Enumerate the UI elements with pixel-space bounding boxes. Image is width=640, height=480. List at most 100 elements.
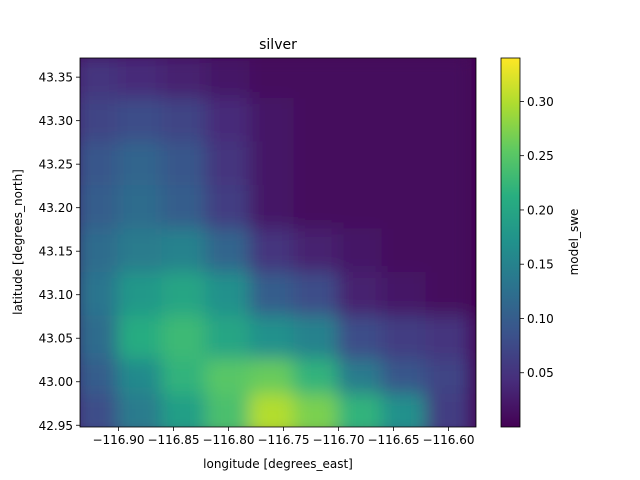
heatmap-cell [293,184,340,231]
heatmap-cell [337,58,384,100]
colorbar-tick-label: 0.15 [527,258,554,272]
colorbar-frame [500,57,521,428]
heatmap-cell [381,58,428,100]
heatmap-cell [425,97,472,144]
heatmap-cell [161,97,208,144]
y-tick-label: 43.30 [39,114,73,128]
heatmap-cell [161,315,208,361]
heatmap-cell [425,315,472,361]
heatmap-cell [205,315,252,361]
heatmap-cell [117,393,164,427]
y-axis: 42.95 43.00 43.05 43.10 43.15 43.20 43.25 43.30… [39,71,80,433]
y-tick-label: 43.25 [39,158,73,172]
heatmap-cell [80,58,120,100]
colorbar: 0.05 0.10 0.15 0.20 0.25 0.30 model_swe [500,57,581,428]
heatmap-cell [249,141,296,187]
heatmap-cell [80,141,120,187]
y-tick-label: 42.95 [39,419,73,433]
y-tick-label: 43.05 [39,332,73,346]
heatmap-cell [381,97,428,144]
heatmap-cell [117,271,164,318]
heatmap-cell [80,393,120,427]
plot-frame [79,57,477,428]
heatmap-cell [161,271,208,318]
y-axis-label: latitude [degrees_north] [11,169,25,315]
heatmap-cell [117,97,164,144]
heatmap-cell [425,184,472,231]
heatmap-cell [249,228,296,274]
heatmap-cell [249,58,296,100]
x-tick-label: −116.90 [92,433,144,447]
colorbar-tick-label: 0.10 [527,312,554,326]
heatmap-cell [293,97,340,144]
chart-title: silver [259,37,297,53]
heatmap-cell [425,393,472,427]
heatmap-cell [80,184,120,231]
colorbar-tick-label: 0.05 [527,366,554,380]
heatmap-cell [381,393,428,427]
heatmap-cell [293,141,340,187]
heatmap-cell [425,228,472,274]
heatmap-cell [205,184,252,231]
heatmap-cell [205,58,252,100]
heatmap-cell [381,271,428,318]
x-tick-label: −116.60 [422,433,474,447]
heatmap-cell [249,97,296,144]
heatmap-cell [381,315,428,361]
colorbar-label: model_swe [567,209,581,276]
y-tick-label: 43.15 [39,245,73,259]
heatmap-cell [249,393,296,427]
heatmap-cell [249,315,296,361]
heatmap-cell [117,228,164,274]
heatmap-cell [205,141,252,187]
heatmap-cell [117,58,164,100]
x-tick-label: −116.70 [312,433,364,447]
heatmap-cell [293,58,340,100]
heatmap-cell [161,141,208,187]
y-tick-label: 43.10 [39,288,73,302]
colorbar-tick-label: 0.30 [527,95,554,109]
heatmap-cell [381,228,428,274]
x-tick-label: −116.80 [202,433,254,447]
heatmap-cell [337,184,384,231]
heatmap-cell [293,271,340,318]
heatmap-cell [425,141,472,187]
x-axis: −116.90 −116.85 −116.80 −116.75 −116.70 −116.… [92,427,475,447]
heatmap-cell [205,97,252,144]
heatmap-cell [293,228,340,274]
heatmap-cell [425,58,472,100]
heatmap-cell [117,141,164,187]
x-axis-label: longitude [degrees_east] [203,457,353,471]
x-tick-label: −116.85 [147,433,199,447]
x-tick-label: −116.65 [367,433,419,447]
heatmap-cell [117,184,164,231]
heatmap-cell [161,393,208,427]
heatmap-cell [337,393,384,427]
heatmap-cell [337,228,384,274]
heatmap-cell [249,271,296,318]
colorbar-tick-label: 0.25 [527,149,554,163]
x-tick-label: −116.75 [257,433,309,447]
heatmap-cell [337,97,384,144]
heatmap-cell [161,228,208,274]
heatmap-cell [161,58,208,100]
heatmap-cell [80,271,120,318]
heatmap-cell [337,141,384,187]
colorbar-axis: 0.05 0.10 0.15 0.20 0.25 0.30 [520,95,554,380]
y-tick-label: 43.35 [39,71,73,85]
y-tick-label: 43.00 [39,375,73,389]
heatmap-cell [205,228,252,274]
heatmap-cell [80,97,120,144]
heatmap-cell [80,228,120,274]
plot-area [79,57,477,428]
heatmap-cell [293,315,340,361]
heatmap-cell [249,184,296,231]
heatmap-cell [161,184,208,231]
heatmap-cell [80,315,120,361]
heatmap-cell [381,184,428,231]
colorbar-tick-label: 0.20 [527,203,554,217]
heatmap-cell [205,393,252,427]
heatmap-cell [337,271,384,318]
colorbar-gradient [501,58,520,427]
